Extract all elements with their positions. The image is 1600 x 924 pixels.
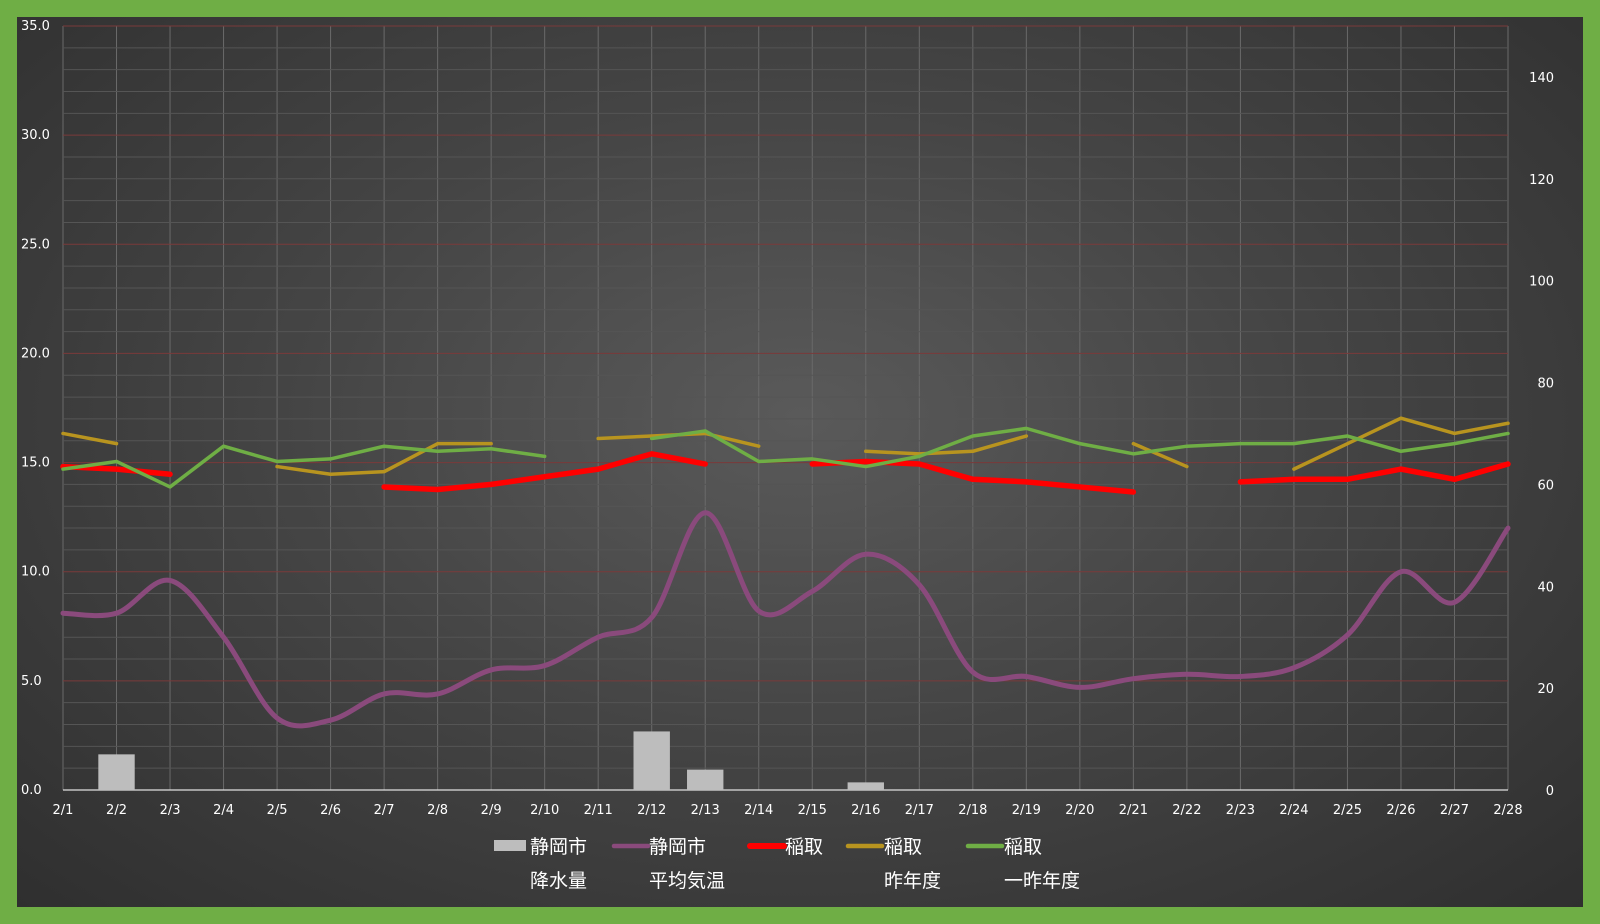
y-left-tick-label: 15.0 (21, 456, 50, 471)
x-tick-label: 2/16 (851, 803, 880, 818)
y-left-tick-label: 25.0 (21, 237, 50, 252)
legend-label: 降水量 (530, 870, 587, 892)
precipitation-bar (687, 769, 724, 790)
x-tick-label: 2/20 (1065, 803, 1094, 818)
x-tick-label: 2/25 (1333, 803, 1362, 818)
x-tick-label: 2/19 (1012, 803, 1041, 818)
x-tick-label: 2/3 (160, 803, 181, 818)
legend-label: 一昨年度 (1004, 870, 1080, 892)
y-right-tick-label: 120 (1529, 173, 1554, 188)
x-tick-label: 2/22 (1172, 803, 1201, 818)
x-tick-label: 2/24 (1279, 803, 1308, 818)
series-line (61, 431, 119, 446)
x-tick-label: 2/23 (1226, 803, 1255, 818)
y-axis-left-ticks: 0.0 5.0 10.0 15.0 20.0 25.0 30.0 35.0 (21, 19, 50, 798)
x-tick-label: 2/13 (691, 803, 720, 818)
y-right-tick-label: 60 (1537, 478, 1554, 493)
x-tick-label: 2/5 (267, 803, 288, 818)
gridlines (62, 25, 1509, 791)
x-tick-label: 2/14 (744, 803, 773, 818)
series-line (1237, 461, 1511, 485)
x-tick-label: 2/18 (958, 803, 987, 818)
y-right-tick-label: 80 (1537, 377, 1554, 392)
y-left-tick-label: 30.0 (21, 128, 50, 143)
precipitation-bar (98, 754, 135, 790)
y-left-tick-label: 10.0 (21, 565, 50, 580)
legend-swatch (494, 840, 526, 851)
x-tick-label: 2/1 (53, 803, 74, 818)
series-lines (60, 416, 1511, 729)
x-tick-label: 2/6 (320, 803, 341, 818)
x-tick-label: 2/27 (1440, 803, 1469, 818)
series-line (649, 426, 1510, 469)
series-line (1292, 416, 1510, 471)
y-right-tick-label: 100 (1529, 275, 1554, 290)
x-axis-ticks: 2/1 2/2 2/3 2/4 2/5 2/6 2/7 2/8 2/9 2/10 2/11 2/12 2… (53, 803, 1523, 818)
series-line (60, 510, 1511, 729)
series-line (381, 451, 708, 493)
x-tick-label: 2/7 (374, 803, 395, 818)
y-left-tick-label: 35.0 (21, 19, 50, 34)
y-left-tick-label: 0.0 (21, 783, 42, 798)
x-tick-label: 2/2 (106, 803, 127, 818)
x-tick-label: 2/26 (1386, 803, 1415, 818)
x-tick-label: 2/12 (637, 803, 666, 818)
x-tick-label: 2/21 (1119, 803, 1148, 818)
series-line (864, 434, 1029, 456)
x-tick-label: 2/10 (530, 803, 559, 818)
series-line (61, 444, 547, 489)
x-tick-label: 2/11 (584, 803, 613, 818)
x-tick-label: 2/28 (1493, 803, 1522, 818)
legend-label: 稲取 (785, 836, 823, 858)
series-line (809, 458, 1137, 495)
x-tick-label: 2/9 (481, 803, 502, 818)
legend-label: 稲取 (1004, 836, 1042, 858)
x-tick-label: 2/15 (798, 803, 827, 818)
legend-label: 平均気温 (649, 870, 725, 892)
precipitation-bars (98, 731, 884, 790)
y-left-tick-label: 5.0 (21, 674, 42, 689)
y-right-tick-label: 40 (1537, 580, 1554, 595)
combo-chart: 0.0 5.0 10.0 15.0 20.0 25.0 30.0 35.0 0 20 40 60 80… (21, 19, 1554, 892)
chart-frame: 0.0 5.0 10.0 15.0 20.0 25.0 30.0 35.0 0 20 40 60 80… (17, 17, 1583, 907)
legend-label: 静岡市 (530, 836, 587, 858)
y-right-tick-label: 20 (1537, 682, 1554, 697)
series-line (275, 441, 493, 476)
legend-label: 静岡市 (649, 836, 706, 858)
precipitation-bar (847, 782, 884, 790)
x-tick-label: 2/17 (905, 803, 934, 818)
series-line (1131, 441, 1189, 469)
precipitation-bar (633, 731, 670, 790)
y-left-tick-label: 20.0 (21, 346, 50, 361)
x-tick-label: 2/8 (427, 803, 448, 818)
y-right-tick-label: 140 (1529, 71, 1554, 86)
legend-label: 昨年度 (884, 870, 941, 892)
legend-label: 稲取 (884, 836, 922, 858)
y-axis-right-ticks: 0 20 40 60 80 100 120 140 (1529, 71, 1554, 799)
y-right-tick-label: 0 (1546, 784, 1554, 799)
x-tick-label: 2/4 (213, 803, 234, 818)
